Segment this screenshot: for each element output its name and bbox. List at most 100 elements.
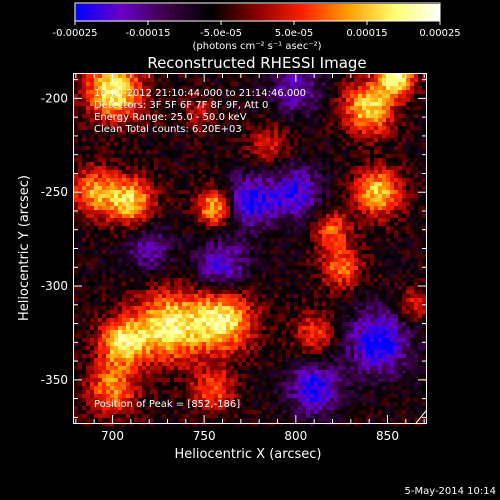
heatmap-cell: [114, 146, 119, 151]
heatmap-cell: [130, 78, 135, 83]
heatmap-cell: [402, 218, 407, 223]
heatmap-cell: [402, 194, 407, 199]
heatmap-cell: [358, 186, 363, 191]
heatmap-cell: [130, 258, 135, 263]
heatmap-cell: [298, 106, 303, 111]
heatmap-cell: [290, 226, 295, 231]
heatmap-cell: [386, 126, 391, 131]
heatmap-cell: [198, 106, 203, 111]
heatmap-cell: [142, 278, 147, 283]
heatmap-cell: [390, 126, 395, 131]
heatmap-cell: [322, 254, 327, 259]
heatmap-cell: [106, 94, 111, 99]
heatmap-cell: [150, 182, 155, 187]
heatmap-cell: [82, 178, 87, 183]
heatmap-cell: [294, 250, 299, 255]
heatmap-cell: [342, 222, 347, 227]
heatmap-cell: [106, 218, 111, 223]
heatmap-cell: [186, 138, 191, 143]
heatmap-cell: [126, 150, 131, 155]
heatmap-cell: [94, 78, 99, 83]
colorbar-cell: [334, 4, 336, 21]
heatmap-cell: [318, 114, 323, 119]
heatmap-cell: [138, 226, 143, 231]
heatmap-cell: [134, 94, 139, 99]
heatmap-cell: [170, 130, 175, 135]
heatmap-cell: [278, 134, 283, 139]
heatmap-cell: [226, 226, 231, 231]
heatmap-cell: [198, 126, 203, 131]
heatmap-cell: [234, 86, 239, 91]
heatmap-cell: [82, 90, 87, 95]
heatmap-cell: [150, 110, 155, 115]
heatmap-cell: [78, 206, 83, 211]
heatmap-cell: [206, 86, 211, 91]
heatmap-cell: [134, 214, 139, 219]
heatmap-cell: [202, 150, 207, 155]
heatmap-cell: [362, 258, 367, 263]
heatmap-cell: [186, 174, 191, 179]
heatmap-cell: [190, 82, 195, 87]
heatmap-cell: [262, 210, 267, 215]
heatmap-cell: [114, 266, 119, 271]
heatmap-cell: [422, 154, 427, 159]
heatmap-cell: [186, 218, 191, 223]
heatmap-cell: [262, 222, 267, 227]
heatmap-cell: [314, 170, 319, 175]
heatmap-cell: [178, 98, 183, 103]
heatmap-cell: [170, 146, 175, 151]
heatmap-cell: [202, 146, 207, 151]
heatmap-cell: [306, 262, 311, 267]
heatmap-cell: [186, 110, 191, 115]
heatmap-cell: [358, 278, 363, 283]
heatmap-cell: [262, 258, 267, 263]
heatmap-cell: [406, 274, 411, 279]
heatmap-cell: [290, 270, 295, 275]
heatmap-cell: [366, 226, 371, 231]
heatmap-cell: [186, 230, 191, 235]
colorbar-cell: [84, 4, 86, 21]
heatmap-cell: [262, 138, 267, 143]
colorbar-cell: [280, 4, 282, 21]
heatmap-cell: [334, 126, 339, 131]
heatmap-cell: [402, 266, 407, 271]
colorbar-cell: [430, 4, 432, 21]
heatmap-cell: [98, 150, 103, 155]
heatmap-cell: [154, 226, 159, 231]
heatmap-cell: [338, 202, 343, 207]
heatmap-cell: [326, 98, 331, 103]
colorbar-cell: [164, 4, 166, 21]
heatmap-cell: [114, 222, 119, 227]
colorbar-cell: [384, 4, 386, 21]
heatmap-cell: [122, 190, 127, 195]
heatmap-cell: [334, 130, 339, 135]
heatmap-cell: [90, 82, 95, 87]
heatmap-cell: [162, 174, 167, 179]
heatmap-cell: [230, 118, 235, 123]
heatmap-cell: [318, 86, 323, 91]
heatmap-cell: [158, 238, 163, 243]
heatmap-cell: [166, 178, 171, 183]
heatmap-cell: [146, 170, 151, 175]
heatmap-cell: [314, 226, 319, 231]
heatmap-cell: [406, 118, 411, 123]
heatmap-cell: [174, 270, 179, 275]
heatmap-cell: [326, 230, 331, 235]
heatmap-cell: [366, 194, 371, 199]
heatmap-cell: [234, 102, 239, 107]
heatmap-cell: [306, 194, 311, 199]
heatmap-cell: [302, 234, 307, 239]
colorbar-cell: [198, 4, 200, 21]
heatmap-cell: [126, 230, 131, 235]
heatmap-cell: [78, 238, 83, 243]
heatmap-cell: [230, 126, 235, 131]
heatmap-cell: [110, 170, 115, 175]
heatmap-cell: [414, 226, 419, 231]
heatmap-cell: [186, 278, 191, 283]
heatmap-cell: [222, 142, 227, 147]
heatmap-cell: [162, 194, 167, 199]
heatmap-cell: [226, 242, 231, 247]
heatmap-cell: [350, 238, 355, 243]
heatmap-cell: [322, 162, 327, 167]
colorbar-cell: [362, 4, 364, 21]
